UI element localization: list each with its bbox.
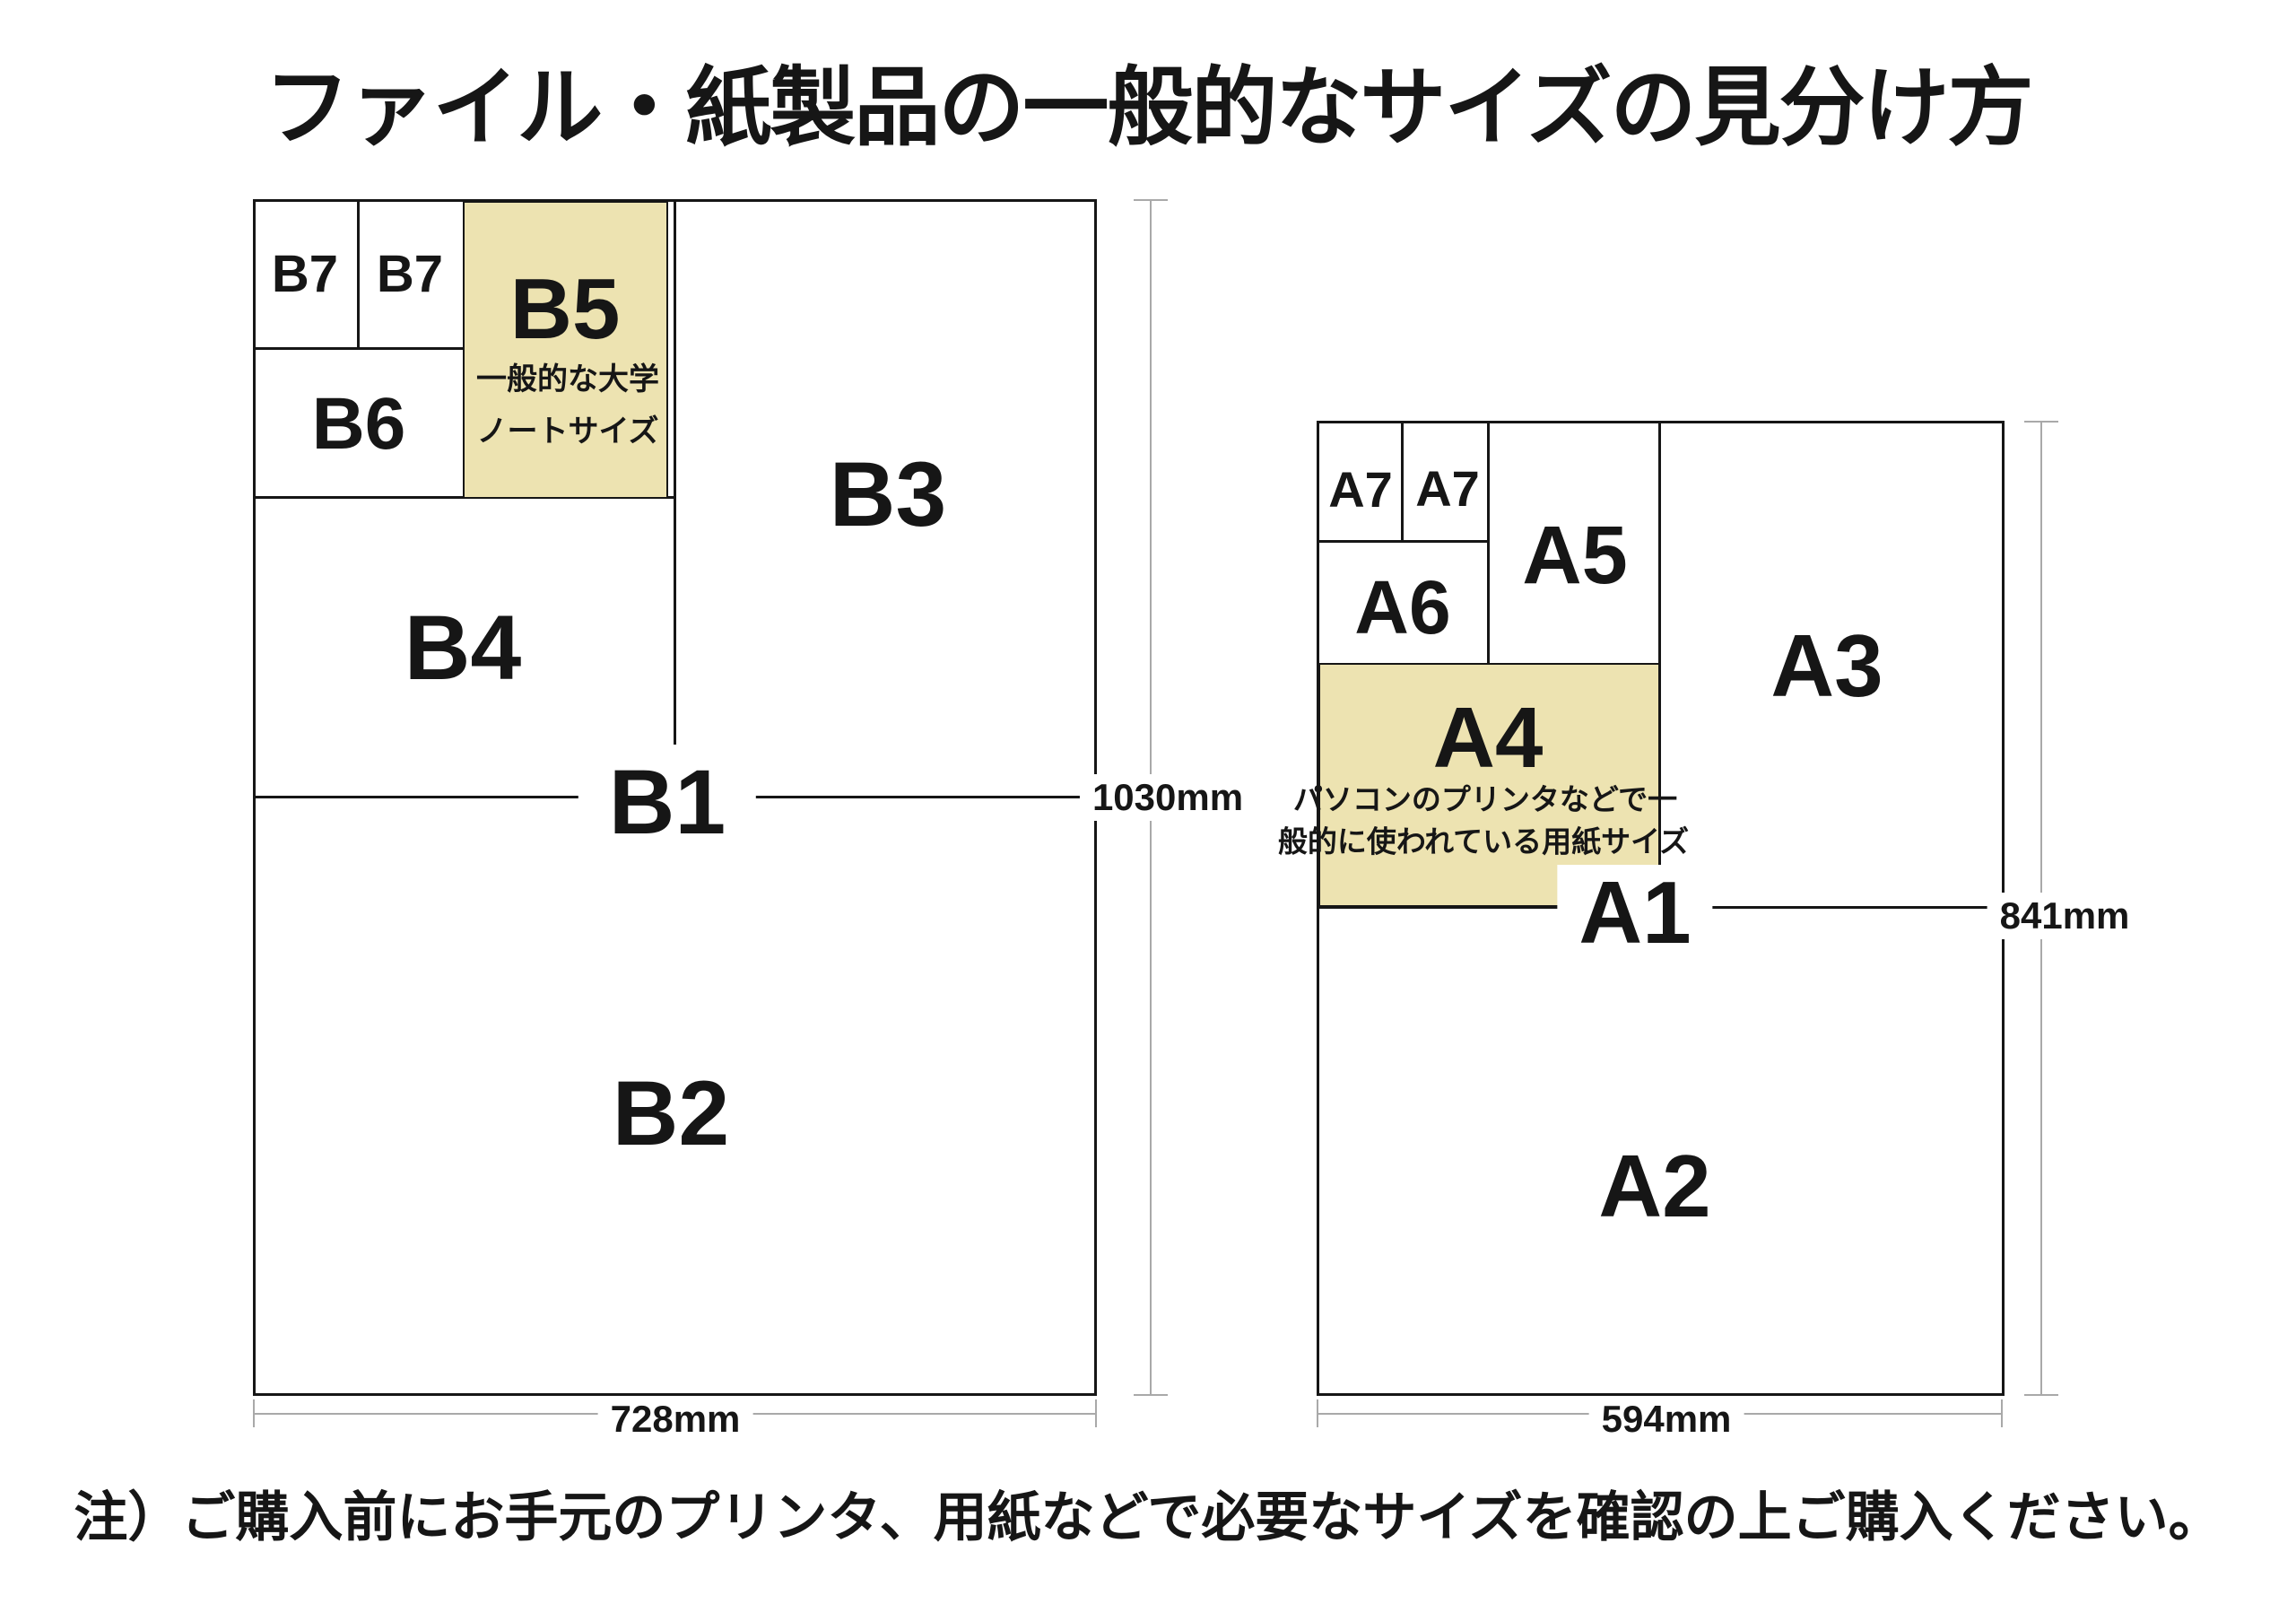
a6-a5-divider — [1487, 423, 1490, 665]
a7-left-label: A7 — [1328, 461, 1393, 518]
b7-right-label: B7 — [376, 245, 444, 303]
b5-label: B5 — [509, 261, 621, 357]
a4-label: A4 — [1432, 690, 1544, 786]
a3-label: A3 — [1770, 616, 1883, 715]
b-height-dimension-cap-bottom — [1134, 1394, 1168, 1396]
a5-label: A5 — [1522, 510, 1628, 601]
b-width-dimension-cap-right — [1095, 1399, 1097, 1427]
a1-label: A1 — [1557, 865, 1713, 960]
a4-a3-divider — [1658, 423, 1661, 867]
a-height-dimension-cap-top — [2024, 421, 2058, 423]
b1-label: B1 — [578, 753, 757, 851]
b-width-dimension-cap-left — [253, 1399, 255, 1427]
b-height-dimension-cap-top — [1134, 199, 1168, 201]
a2-label: A2 — [1598, 1137, 1711, 1235]
b-height-dimension-label: 1030mm — [1079, 774, 1257, 821]
a-width-dimension-cap-left — [1317, 1399, 1318, 1427]
purchase-note: 注）ご購入前にお手元のプリンタ、用紙などで必要なサイズを確認の上ご購入ください。 — [74, 1487, 2222, 1547]
a-width-dimension-label: 594mm — [1588, 1396, 1744, 1443]
b3-label: B3 — [829, 443, 947, 545]
b5-annotation-line1: 一般的な大学 — [476, 362, 659, 397]
b7-left-label: B7 — [271, 245, 339, 303]
b7-b6-divider — [255, 347, 463, 350]
a-width-dimension-cap-right — [2001, 1399, 2003, 1427]
b6-label: B6 — [311, 383, 406, 465]
b7-b7-divider — [357, 201, 360, 347]
a6-label: A6 — [1354, 565, 1451, 649]
b4-b3-divider — [674, 201, 676, 745]
a7-a7-divider — [1401, 423, 1404, 542]
a4-annotation-line1: パソコンのプリンタなどで一 — [1292, 782, 1678, 816]
b5-annotation-line2: ノートサイズ — [476, 414, 659, 449]
b-width-dimension-label: 728mm — [597, 1396, 753, 1443]
a7-a6-divider — [1318, 540, 1490, 543]
a-height-dimension-label: 841mm — [1987, 893, 2143, 939]
a4-annotation-line2: 般的に使われている用紙サイズ — [1277, 824, 1690, 859]
b2-label: B2 — [612, 1062, 730, 1164]
a7-right-label: A7 — [1415, 460, 1480, 517]
page-title: ファイル・紙製品の一般的なサイズの見分け方 — [264, 60, 2033, 156]
b5-highlight-box — [463, 201, 668, 499]
a-height-dimension-cap-bottom — [2024, 1394, 2058, 1396]
b4-label: B4 — [404, 597, 522, 699]
